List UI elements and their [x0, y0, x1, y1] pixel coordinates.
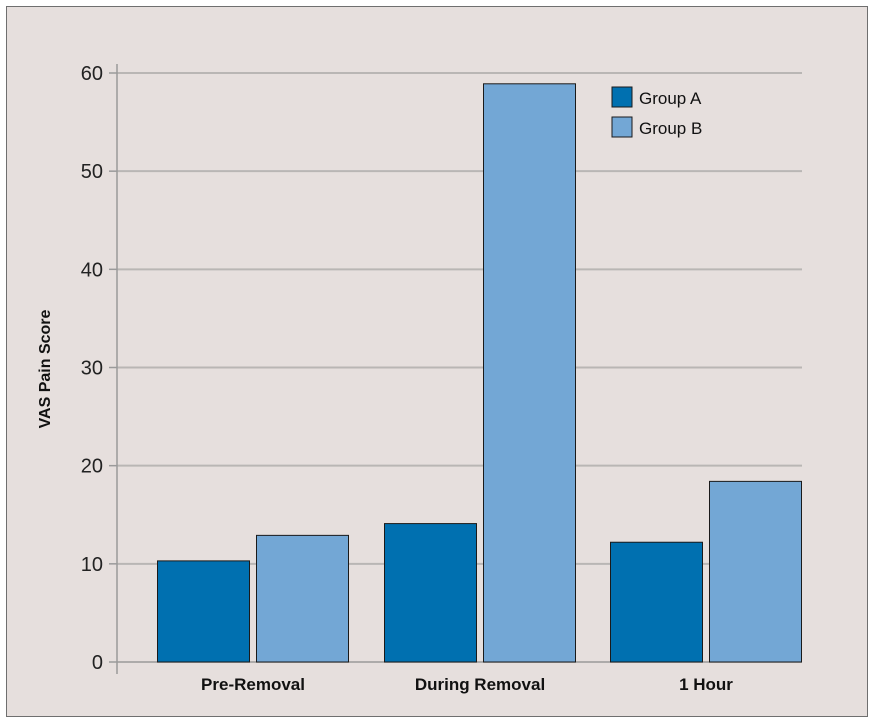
y-tick-label-30: 30	[81, 358, 103, 380]
legend-swatch-group-b	[611, 116, 633, 138]
bar-group-a-pre-removal	[157, 560, 250, 663]
x-tick-label-1-hour: 1 Hour	[679, 675, 733, 694]
y-tick-label-10: 10	[81, 554, 103, 576]
y-tick-label-40: 40	[81, 259, 103, 281]
y-tick-label-60: 60	[81, 63, 103, 85]
y-axis-label: VAS Pain Score	[37, 309, 54, 428]
bar-group-b-1-hour	[709, 480, 802, 663]
gridlines	[117, 72, 802, 565]
y-tick-label-50: 50	[81, 161, 103, 183]
bar-group-a-1-hour	[610, 541, 703, 663]
y-tick-label-0: 0	[92, 652, 103, 674]
y-tick-label-20: 20	[81, 456, 103, 478]
x-tick-label-during-removal: During Removal	[415, 675, 545, 694]
bar-group-b-pre-removal	[256, 534, 349, 663]
bar-group-b-during-removal	[483, 83, 576, 663]
legend-label-group-a: Group A	[639, 89, 702, 108]
bar-group-a-during-removal	[384, 523, 477, 663]
legend-label-group-b: Group B	[639, 119, 702, 138]
x-tick-label-pre-removal: Pre-Removal	[201, 675, 305, 694]
labels: 0 10 20 30 40 50 60 Pre-Removal During Removal 1 …	[81, 63, 734, 694]
bars	[157, 83, 802, 663]
legend: Group A Group B	[611, 86, 702, 138]
legend-swatch-group-a	[611, 86, 633, 108]
